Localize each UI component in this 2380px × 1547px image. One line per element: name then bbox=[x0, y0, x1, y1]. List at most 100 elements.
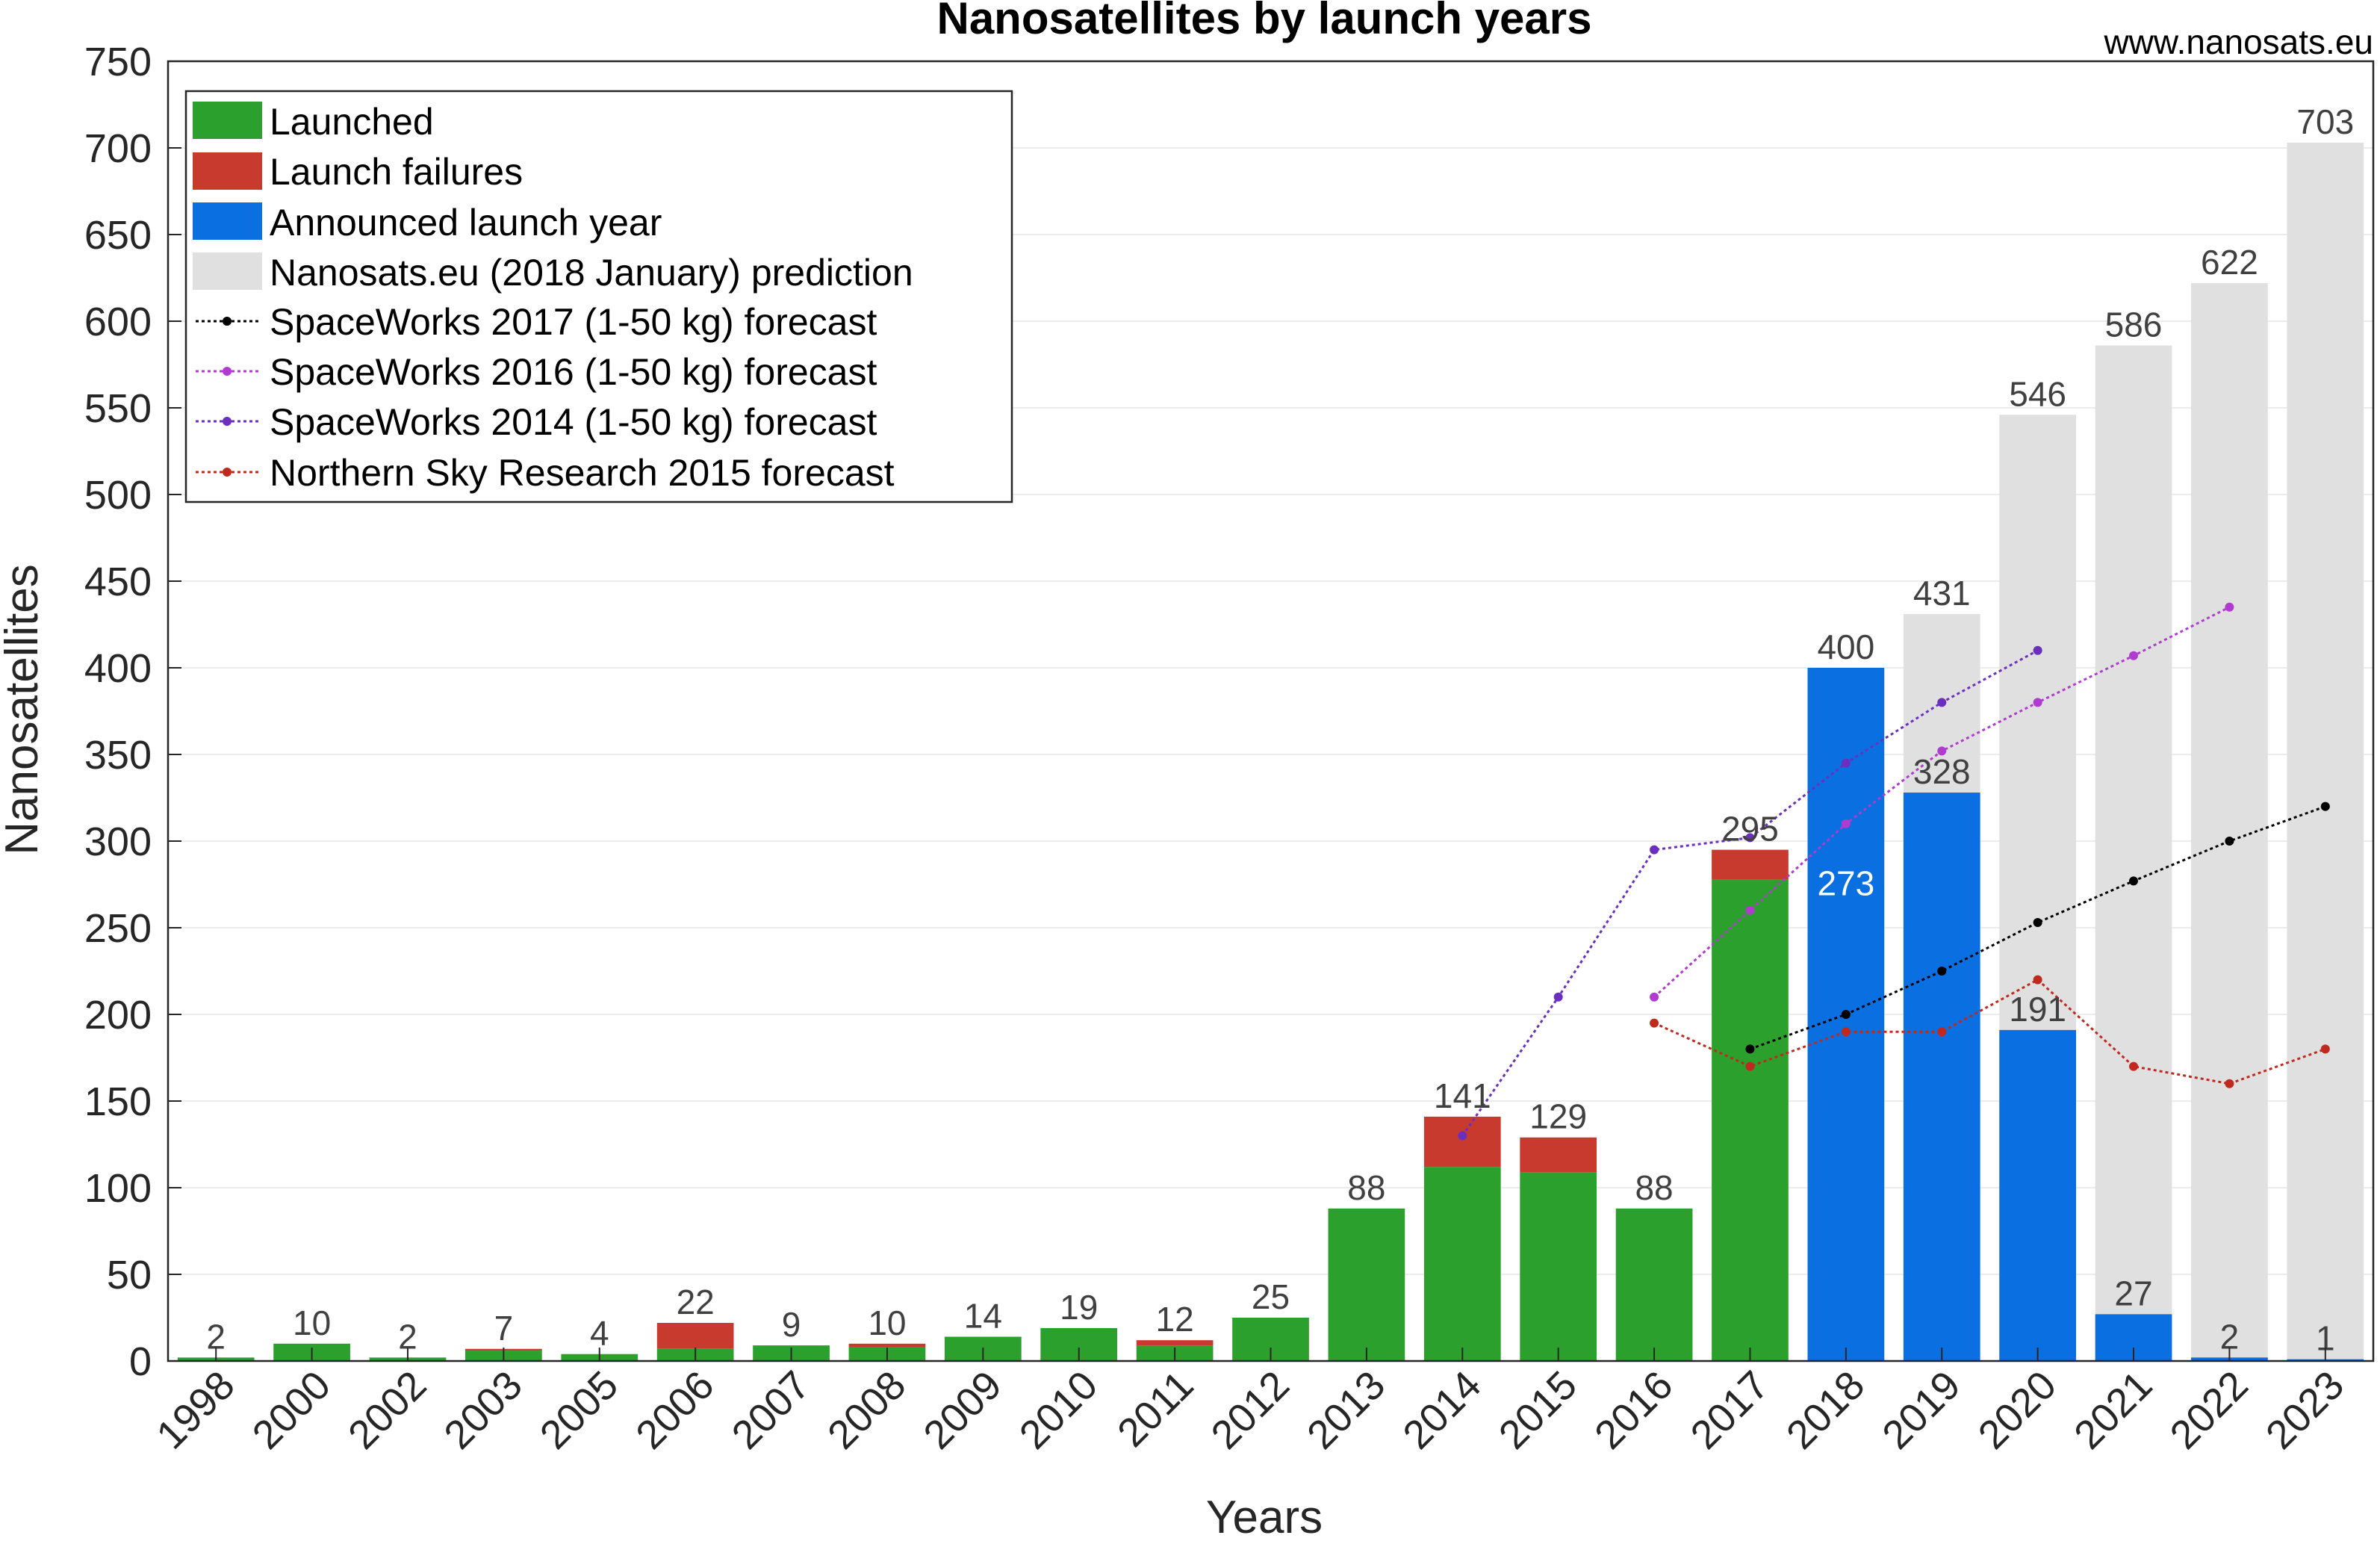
point-sw2017-2020 bbox=[2033, 918, 2042, 928]
y-axis-label: Nanosatellites bbox=[0, 564, 48, 855]
point-sw2014-2015 bbox=[1553, 992, 1563, 1002]
bar-label-2017: 295 bbox=[1721, 810, 1779, 849]
bar-launched-2013 bbox=[1328, 1208, 1405, 1361]
bar-label-2020: 546 bbox=[2009, 374, 2066, 413]
bar-label-2003: 7 bbox=[494, 1309, 514, 1348]
y-tick-label-50: 50 bbox=[107, 1253, 152, 1298]
bar-failures-2011 bbox=[1136, 1340, 1214, 1346]
legend-swatch-failures bbox=[193, 152, 262, 190]
bar-launched-2014 bbox=[1423, 1167, 1501, 1361]
point-nsr2015-2019 bbox=[1937, 1027, 1947, 1037]
bar-label-2013: 88 bbox=[1347, 1168, 1385, 1207]
legend-label-launched: Launched bbox=[270, 101, 434, 143]
point-sw2016-2019 bbox=[1937, 746, 1947, 756]
bar-label-2016: 88 bbox=[1635, 1168, 1673, 1207]
y-tick-label-200: 200 bbox=[84, 993, 152, 1038]
y-tick-label-300: 300 bbox=[84, 819, 152, 864]
bar-failures-2008 bbox=[848, 1343, 926, 1348]
bar-label-2009: 14 bbox=[964, 1297, 1002, 1336]
bar-announced-2019 bbox=[1903, 793, 1980, 1361]
legend-label-failures: Launch failures bbox=[270, 151, 523, 193]
point-nsr2015-2020 bbox=[2033, 975, 2042, 985]
bar-label-2007: 9 bbox=[782, 1305, 801, 1344]
y-tick-label-100: 100 bbox=[84, 1166, 152, 1211]
bar-label-2023: 703 bbox=[2296, 102, 2354, 141]
bar-inner-label-2018: 273 bbox=[1817, 864, 1874, 903]
legend-marker-sw2014 bbox=[223, 417, 232, 426]
point-sw2017-2018 bbox=[1841, 1010, 1851, 1019]
point-sw2017-2021 bbox=[2129, 876, 2139, 886]
y-tick-label-0: 0 bbox=[129, 1339, 152, 1384]
legend-box bbox=[184, 90, 1013, 503]
bar-failures-2006 bbox=[656, 1322, 734, 1349]
point-nsr2015-2016 bbox=[1650, 1018, 1659, 1028]
point-nsr2015-2023 bbox=[2320, 1044, 2330, 1054]
y-tick-label-350: 350 bbox=[84, 733, 152, 778]
point-sw2016-2018 bbox=[1841, 819, 1851, 828]
chart-title: Nanosatellites by launch years bbox=[936, 0, 1591, 43]
bar-label-2005: 4 bbox=[590, 1314, 609, 1353]
y-tick-label-450: 450 bbox=[84, 559, 152, 604]
y-tick-label-400: 400 bbox=[84, 646, 152, 691]
bar-label-2015: 129 bbox=[1529, 1097, 1587, 1136]
lines-layer bbox=[1458, 602, 2330, 1141]
legend-label-sw2014: SpaceWorks 2014 (1-50 kg) forecast bbox=[270, 401, 877, 443]
point-sw2014-2019 bbox=[1937, 698, 1947, 707]
legend-swatch-announced bbox=[193, 202, 262, 240]
bar-launched-2017 bbox=[1712, 879, 1789, 1361]
bar-label-2011: 12 bbox=[1156, 1300, 1194, 1339]
point-sw2016-2021 bbox=[2129, 651, 2139, 660]
point-nsr2015-2017 bbox=[1745, 1061, 1755, 1071]
y-tick-label-150: 150 bbox=[84, 1079, 152, 1124]
watermark: www.nanosats.eu bbox=[2103, 22, 2373, 61]
point-sw2016-2022 bbox=[2225, 602, 2234, 612]
y-tick-label-750: 750 bbox=[84, 40, 152, 84]
bar-label-2010: 19 bbox=[1060, 1288, 1098, 1327]
point-sw2016-2016 bbox=[1650, 992, 1659, 1002]
legend-swatch-prediction bbox=[193, 252, 262, 290]
y-ticks: 0 50 100 150 200 250 300 350 400 450 500 550 600 650 7… bbox=[84, 40, 181, 1384]
bar-failures-2014 bbox=[1423, 1116, 1501, 1168]
legend-label-announced: Announced launch year bbox=[270, 202, 662, 244]
bar-label-2006: 22 bbox=[677, 1283, 715, 1321]
bar-inner-label-2021: 27 bbox=[2114, 1274, 2152, 1312]
y-tick-label-600: 600 bbox=[84, 300, 152, 344]
bar-failures-2015 bbox=[1520, 1137, 1597, 1173]
bar-inner-label-2019: 328 bbox=[1913, 752, 1971, 791]
point-sw2016-2017 bbox=[1745, 905, 1755, 915]
bar-label-2000: 10 bbox=[293, 1303, 331, 1342]
legend-marker-nsr2015 bbox=[223, 468, 232, 477]
bar-prediction-2021 bbox=[2095, 345, 2172, 1362]
point-nsr2015-2022 bbox=[2225, 1079, 2234, 1088]
point-sw2014-2017 bbox=[1745, 833, 1755, 843]
bar-label-2018: 400 bbox=[1817, 627, 1874, 666]
point-sw2014-2016 bbox=[1650, 845, 1659, 855]
point-nsr2015-2021 bbox=[2129, 1061, 2139, 1071]
point-sw2017-2019 bbox=[1937, 967, 1947, 976]
point-sw2014-2020 bbox=[2033, 645, 2042, 655]
point-sw2017-2023 bbox=[2320, 802, 2330, 811]
bar-prediction-2022 bbox=[2191, 282, 2268, 1362]
bar-label-2019: 431 bbox=[1913, 574, 1971, 613]
legend-marker-sw2016 bbox=[223, 367, 232, 376]
bar-label-2008: 10 bbox=[868, 1303, 906, 1342]
point-nsr2015-2018 bbox=[1841, 1027, 1851, 1037]
y-tick-label-700: 700 bbox=[84, 126, 152, 171]
line-nsr2015 bbox=[1653, 978, 2326, 1085]
y-tick-label-500: 500 bbox=[84, 473, 152, 518]
legend-swatch-launched bbox=[193, 102, 262, 139]
legend-label-sw2017: SpaceWorks 2017 (1-50 kg) forecast bbox=[270, 301, 877, 343]
bar-label-2014: 141 bbox=[1434, 1076, 1491, 1115]
bars-layer bbox=[177, 143, 2364, 1362]
legend-label-prediction: Nanosats.eu (2018 January) prediction bbox=[270, 252, 913, 294]
y-tick-label-550: 550 bbox=[84, 386, 152, 431]
point-sw2017-2022 bbox=[2225, 837, 2234, 846]
legend: Launched Launch failures Announced launc… bbox=[184, 90, 1013, 503]
bar-launched-2015 bbox=[1520, 1172, 1597, 1361]
legend-label-nsr2015: Northern Sky Research 2015 forecast bbox=[270, 452, 895, 494]
bar-announced-2020 bbox=[1999, 1029, 2076, 1361]
point-sw2014-2018 bbox=[1841, 758, 1851, 768]
bar-label-2012: 25 bbox=[1252, 1277, 1290, 1316]
